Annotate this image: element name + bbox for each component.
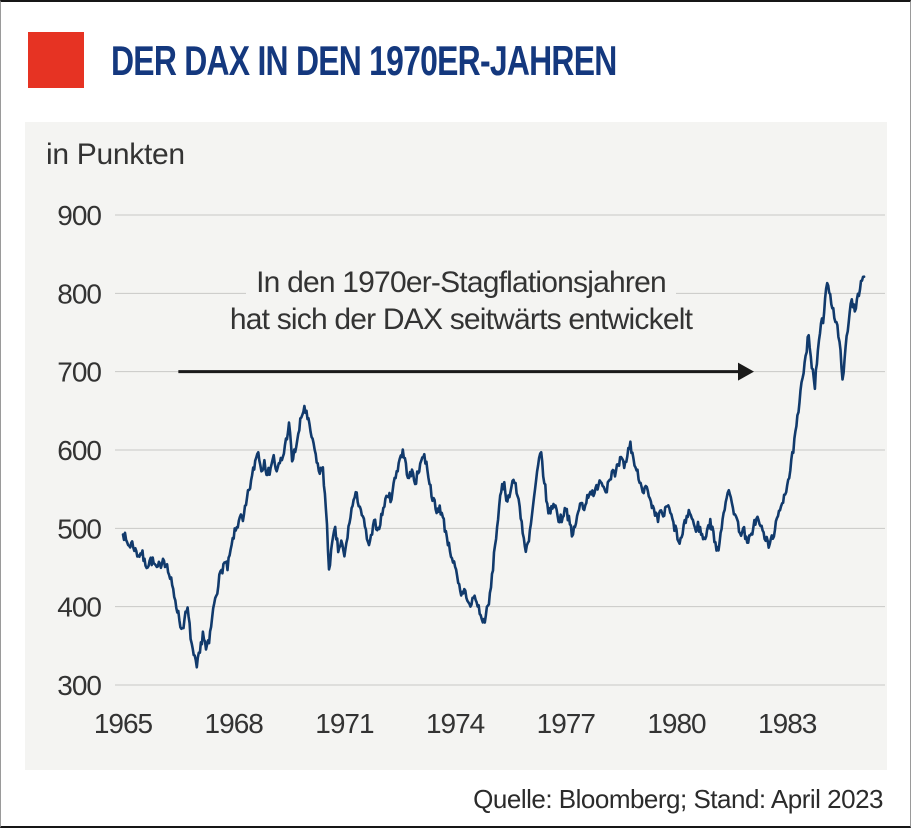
x-tick-label-1968: 1968 (205, 708, 264, 739)
y-tick-label-500: 500 (57, 513, 101, 544)
y-axis-unit-label: in Punkten (46, 138, 185, 171)
source-credit: Quelle: Bloomberg; Stand: April 2023 (473, 784, 883, 814)
y-tick-label-600: 600 (57, 435, 101, 466)
x-tick-label-1977: 1977 (537, 708, 596, 739)
page-title: DER DAX IN DEN 1970ER-JAHREN (111, 37, 617, 84)
annotation-line-2: hat sich der DAX seitwärts entwickelt (131, 301, 791, 338)
x-tick-label-1983: 1983 (758, 708, 817, 739)
brand-mark-red-square (28, 32, 84, 88)
x-tick-label-1965: 1965 (94, 708, 153, 739)
y-tick-label-900: 900 (57, 200, 101, 231)
y-tick-label-400: 400 (57, 592, 101, 623)
dax-series-line (121, 275, 866, 669)
chart-panel (25, 122, 887, 770)
y-tick-label-700: 700 (57, 357, 101, 388)
annotation-arrow-head (737, 362, 754, 381)
x-tick-label-1980: 1980 (647, 708, 706, 739)
x-tick-label-1974: 1974 (426, 708, 485, 739)
y-tick-label-300: 300 (57, 670, 101, 701)
x-tick-label-1971: 1971 (315, 708, 374, 739)
annotation: In den 1970er-Stagflationsjahren hat sic… (131, 264, 791, 338)
annotation-line-1: In den 1970er-Stagflationsjahren (131, 264, 791, 301)
y-tick-label-800: 800 (57, 278, 101, 309)
